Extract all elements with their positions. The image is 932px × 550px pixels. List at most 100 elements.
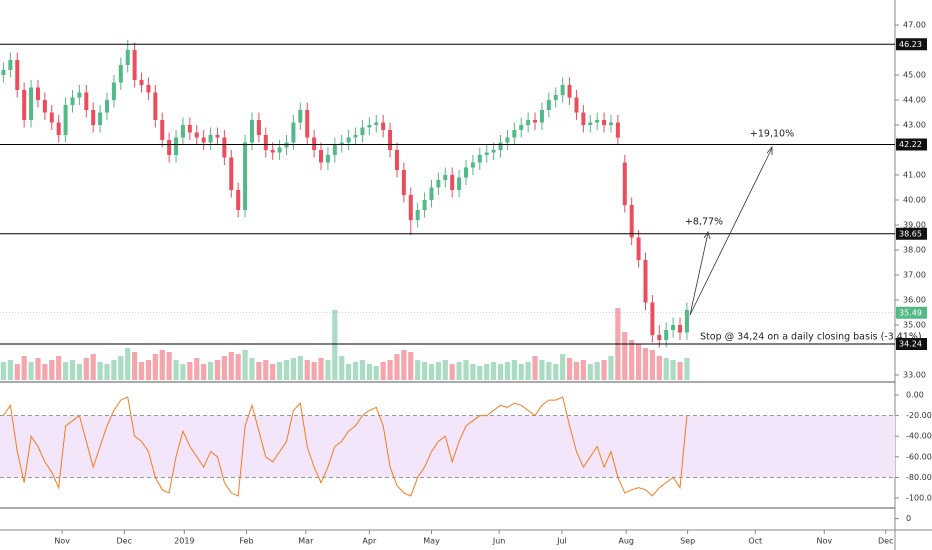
volume-bar: [663, 358, 669, 380]
level-box: [896, 138, 927, 151]
y-tick-label: 0: [906, 514, 911, 523]
candle-body: [443, 175, 448, 180]
volume-bar: [587, 364, 593, 380]
volume-bar: [539, 360, 545, 380]
volume-bar: [497, 364, 504, 380]
volume-bar: [318, 358, 324, 380]
volume-bar: [594, 362, 600, 380]
candle-body: [643, 260, 648, 303]
volume-bar: [573, 362, 580, 380]
candle-body: [229, 157, 234, 190]
volume-bar: [207, 362, 214, 380]
volume-bar: [138, 362, 145, 380]
candle-body: [77, 92, 82, 98]
candle-body: [49, 112, 54, 123]
candle-body: [567, 85, 572, 98]
volume-bar: [76, 364, 82, 380]
volume-bar: [635, 344, 642, 380]
volume-bar: [7, 360, 13, 380]
volume-bar: [642, 348, 649, 380]
level-box: [896, 338, 927, 350]
candle-body: [84, 92, 89, 110]
candle-body: [526, 120, 531, 125]
volume-bar: [470, 364, 476, 380]
candle-body: [174, 137, 179, 155]
volume-bar: [346, 364, 352, 380]
candle-body: [415, 210, 420, 220]
y-tick-label: -60.00: [906, 452, 932, 461]
y-tick-label: 38.00: [903, 246, 926, 255]
volume-bar: [35, 358, 41, 380]
annotation: +8,77%: [685, 217, 723, 228]
candle-body: [15, 60, 20, 90]
volume-bar: [670, 360, 676, 380]
volume-bar: [104, 364, 110, 380]
volume-bar: [684, 358, 690, 380]
candle-body: [505, 137, 510, 143]
volume-bar: [277, 362, 283, 380]
volume-bar: [56, 356, 62, 380]
candle-body: [111, 82, 116, 100]
candle-body: [325, 155, 330, 163]
volume-bar: [546, 362, 552, 380]
volume-bar: [14, 364, 20, 380]
volume-bar: [283, 360, 290, 380]
volume-bar: [290, 358, 297, 380]
volume-bar: [608, 356, 614, 380]
volume-bar: [518, 364, 524, 380]
volume-bar: [656, 356, 662, 380]
volume-bar: [401, 350, 407, 380]
volume-bar: [90, 354, 96, 380]
candle-body: [519, 125, 524, 130]
candle-body: [422, 200, 427, 210]
candle-body: [153, 92, 158, 120]
candle-body: [374, 122, 379, 125]
candle-body: [1, 70, 6, 75]
volume-bar: [97, 362, 103, 380]
candle-body: [636, 237, 641, 260]
x-tick-label: Nov: [816, 537, 832, 546]
candle-body: [484, 152, 489, 155]
volume-bar: [380, 362, 386, 380]
y-tick-label: 33.00: [903, 371, 926, 380]
candle-body: [270, 150, 275, 153]
y-tick-label: 39.00: [903, 221, 926, 230]
y-tick-label: -80.00: [906, 473, 932, 482]
level-label: 38.65: [899, 229, 922, 238]
candle-body: [353, 135, 358, 138]
x-tick-label: Jun: [492, 537, 506, 546]
candle-body: [215, 135, 220, 138]
volume-bar: [83, 358, 89, 380]
volume-bar: [28, 362, 34, 380]
y-tick-label: 44.00: [903, 96, 926, 105]
candle-body: [533, 120, 538, 123]
volume-bar: [270, 364, 276, 380]
candle-body: [98, 112, 103, 125]
candle-body: [236, 190, 241, 210]
candle-body: [298, 110, 303, 123]
candle-body: [450, 175, 455, 190]
candle-body: [429, 187, 434, 200]
volume-bar: [352, 362, 359, 380]
volume-bar: [622, 332, 628, 380]
volume-bar: [242, 350, 248, 380]
volume-bar: [62, 362, 69, 380]
volume-bar: [511, 360, 517, 380]
candle-body: [664, 330, 669, 340]
volume-bar: [442, 360, 448, 380]
candle-body: [546, 100, 551, 110]
volume-bar: [553, 364, 559, 380]
candle-body: [388, 130, 393, 150]
volume-bar: [649, 350, 655, 380]
volume-bar: [449, 364, 455, 380]
candle-body: [457, 177, 462, 190]
candle-body: [671, 325, 676, 330]
y-tick-label: 37.00: [903, 271, 926, 280]
x-tick-label: Jul: [556, 537, 567, 546]
annotation: +19,10%: [750, 129, 794, 140]
volume-bar: [525, 362, 531, 380]
x-tick-label: Dec: [878, 537, 893, 546]
candle-body: [470, 162, 475, 168]
band-fill: [0, 415, 895, 478]
